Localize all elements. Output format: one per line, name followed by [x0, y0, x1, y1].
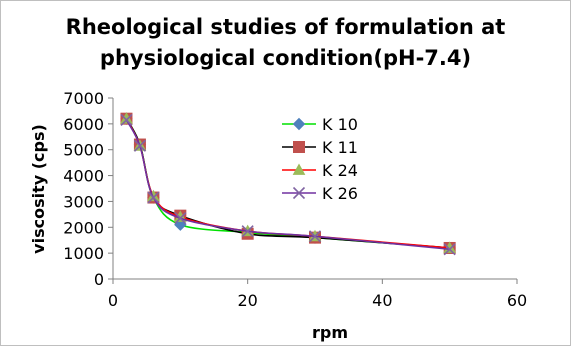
data-point	[241, 225, 254, 238]
legend-label: K 11	[322, 138, 358, 157]
data-point	[147, 191, 160, 204]
y-tick-label: 5000	[63, 141, 104, 160]
x-tick-label: 0	[108, 291, 118, 310]
chart-title-line-1: Rheological studies of formulation at	[65, 15, 506, 39]
y-tick-label: 7000	[63, 89, 104, 108]
x-tick-label: 60	[507, 291, 527, 310]
x-tick-label: 40	[372, 291, 392, 310]
data-point	[443, 243, 456, 256]
x-axis-title: rpm	[312, 323, 348, 342]
data-point	[174, 212, 187, 225]
series-line-k-24	[125, 118, 450, 249]
y-tick-label: 3000	[63, 192, 104, 211]
y-tick-label: 1000	[63, 244, 104, 263]
y-tick-label: 4000	[63, 167, 104, 186]
legend-marker	[292, 163, 306, 175]
chart-title-line-2: physiological condition(pH-7.4)	[99, 46, 472, 70]
x-tick-label: 20	[237, 291, 257, 310]
legend-label: K 26	[322, 184, 358, 203]
data-point	[120, 113, 133, 127]
data-point	[308, 230, 322, 243]
y-tick-label: 0	[94, 270, 104, 289]
legend-label: K 10	[322, 115, 358, 134]
series-line-k-11	[125, 118, 450, 249]
legend-marker	[292, 186, 306, 200]
y-axis-title: viscosity (cps)	[29, 124, 48, 254]
series-line-k-26	[125, 119, 450, 251]
series-line-k-10	[125, 118, 450, 249]
legend-label: K 24	[322, 161, 358, 180]
y-tick-label: 6000	[63, 115, 104, 134]
y-tick-label: 2000	[63, 218, 104, 237]
chart-title: Rheological studies of formulation at ph…	[0, 12, 571, 74]
data-point	[133, 139, 146, 152]
plot-area: 0 1000 2000 3000 4000 5000 6000 7000 0 20 40 60 K 10…	[63, 89, 527, 310]
legend-marker	[292, 117, 306, 131]
legend-marker	[293, 141, 305, 153]
